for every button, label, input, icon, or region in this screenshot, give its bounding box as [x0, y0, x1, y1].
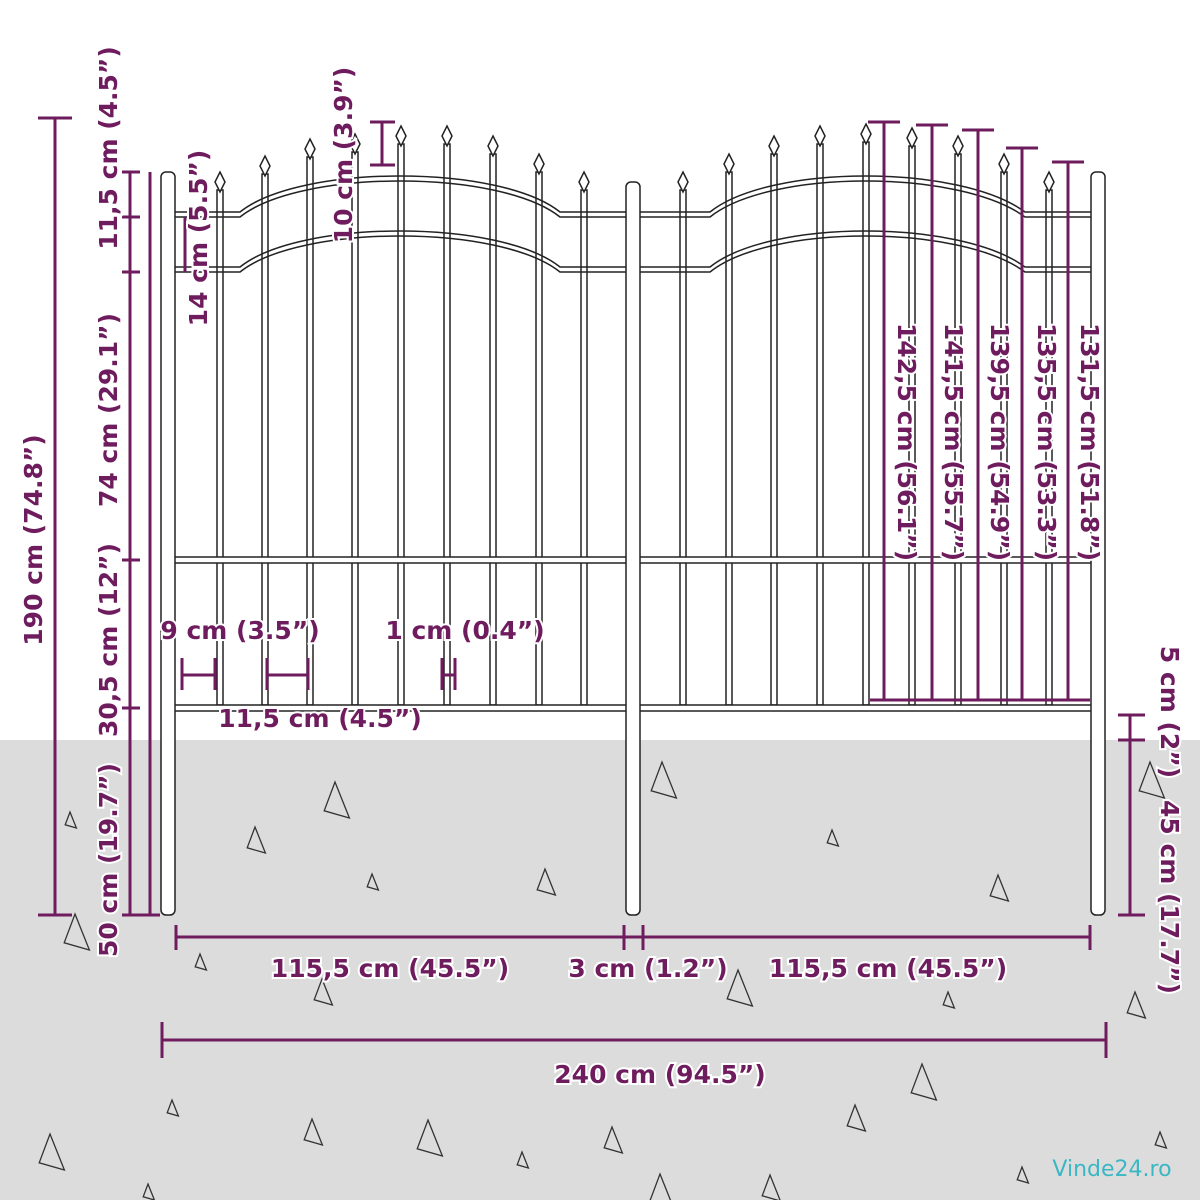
- dim-label: 3 cm (1.2”): [568, 954, 727, 983]
- spike: [578, 170, 590, 194]
- stone: [416, 1118, 444, 1157]
- stone: [726, 968, 754, 1007]
- picket: [816, 143, 824, 706]
- spike: [349, 132, 361, 156]
- spike: [304, 137, 316, 161]
- spike: [487, 134, 499, 158]
- spike: [723, 152, 735, 176]
- spike: [259, 154, 271, 178]
- ground: [0, 740, 1200, 1200]
- dim-label: 9 cm (3.5”): [160, 616, 319, 645]
- post: [1090, 171, 1106, 916]
- stone: [761, 1173, 781, 1200]
- watermark: Vinde24.ro: [1052, 1157, 1171, 1182]
- stone: [1126, 990, 1147, 1019]
- spike: [768, 134, 780, 158]
- stone: [303, 1117, 324, 1146]
- dim-label: 11,5 cm (4.5”): [218, 704, 422, 733]
- stone: [166, 1098, 180, 1117]
- picket: [862, 141, 870, 706]
- stone: [63, 912, 91, 951]
- dim-label: 74 cm (29.1”): [94, 313, 123, 507]
- spike: [860, 122, 872, 146]
- stone: [989, 873, 1010, 902]
- ground-stones: [38, 760, 1168, 1200]
- dim-label: 139,5 cm (54.9”): [985, 323, 1014, 561]
- post: [160, 171, 176, 916]
- spike: [952, 134, 964, 158]
- stone: [38, 1132, 66, 1171]
- post: [625, 181, 641, 916]
- dim-label: 5 cm (2”): [1155, 646, 1184, 778]
- stone: [1138, 760, 1166, 799]
- stone: [323, 780, 351, 819]
- dimension-lines: [38, 116, 1145, 1058]
- dim-label: 115,5 cm (45.5”): [271, 954, 509, 983]
- dim-label: 115,5 cm (45.5”): [769, 954, 1007, 983]
- stone: [366, 872, 380, 891]
- stone: [313, 977, 334, 1006]
- stone: [826, 828, 840, 847]
- stone: [942, 990, 956, 1009]
- dim-label: 50 cm (19.7”): [94, 763, 123, 957]
- dim-label: 30,5 cm (12”): [94, 543, 123, 737]
- stone: [910, 1062, 938, 1101]
- fence: [160, 122, 1106, 916]
- stone: [64, 810, 78, 829]
- dim-label: 131,5 cm (51.8”): [1075, 323, 1104, 561]
- stone: [246, 825, 267, 854]
- stone: [1154, 1130, 1168, 1149]
- stone: [650, 760, 678, 799]
- spike: [214, 170, 226, 194]
- spike: [814, 124, 826, 148]
- dim-label: 142,5 cm (56.1”): [892, 323, 921, 561]
- picket: [770, 153, 778, 706]
- spike: [533, 152, 545, 176]
- dim-label: 190 cm (74.8”): [19, 434, 48, 645]
- spike: [1043, 170, 1055, 194]
- dim-label: 135,5 cm (53.3”): [1032, 323, 1061, 561]
- picket: [725, 171, 733, 706]
- stone: [846, 1103, 867, 1132]
- dim-label: 10 cm (3.9”): [329, 67, 358, 244]
- dim-label: 1 cm (0.4”): [385, 616, 544, 645]
- spike: [677, 170, 689, 194]
- spike: [395, 124, 407, 148]
- stone: [603, 1125, 624, 1154]
- dim-label: 141,5 cm (55.7”): [939, 323, 968, 561]
- stone: [142, 1182, 156, 1200]
- stone: [536, 867, 557, 896]
- stone: [194, 952, 208, 971]
- spike: [998, 152, 1010, 176]
- stone: [649, 1172, 672, 1200]
- spike: [906, 126, 918, 150]
- dim-label: 45 cm (17.7”): [1155, 800, 1184, 994]
- dim-label: 240 cm (94.5”): [554, 1060, 765, 1089]
- stone: [1016, 1165, 1030, 1184]
- stone: [516, 1150, 530, 1169]
- dim-label: 14 cm (5.5”): [184, 150, 213, 327]
- dim-label: 11,5 cm (4.5”): [94, 46, 123, 250]
- spike: [441, 124, 453, 148]
